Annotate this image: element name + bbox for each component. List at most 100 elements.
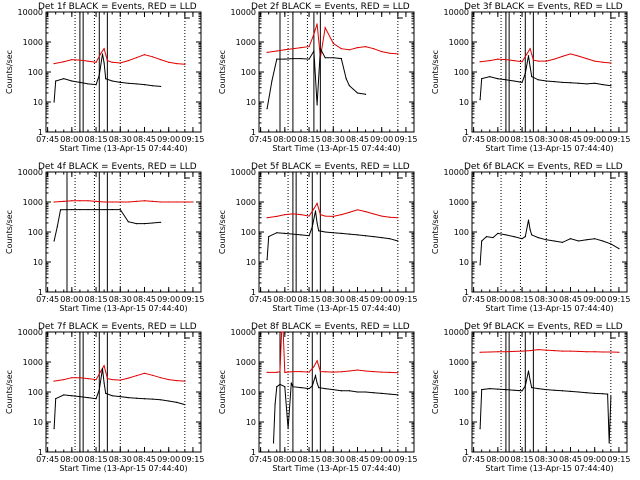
lld-point: [532, 59, 534, 61]
lld-point: [529, 48, 531, 50]
lld-series-line: [54, 364, 185, 382]
x-tick-label: 07:45: [249, 135, 272, 144]
lld-point: [282, 331, 284, 333]
events-point: [594, 392, 596, 394]
events-point: [316, 222, 318, 224]
events-point: [271, 80, 273, 82]
events-point: [268, 236, 270, 238]
lld-point: [324, 371, 326, 373]
y-tick-label: 1: [251, 288, 256, 297]
lld-point: [160, 201, 162, 203]
y-tick-label: 1: [251, 448, 256, 457]
x-tick-label: 08:30: [322, 455, 345, 464]
events-point: [521, 81, 523, 84]
events-point: [272, 442, 275, 444]
events-point: [324, 57, 326, 59]
events-point: [292, 233, 294, 235]
lld-point: [284, 49, 286, 51]
events-point: [594, 82, 596, 84]
lld-point: [505, 351, 507, 353]
events-point: [95, 208, 97, 211]
lld-point: [397, 372, 399, 374]
lld-point: [610, 351, 612, 353]
events-point: [311, 385, 313, 387]
plot-frame: [258, 11, 415, 133]
events-point: [101, 53, 104, 55]
events-point: [59, 209, 62, 211]
lld-point: [95, 61, 97, 63]
events-point: [610, 85, 612, 87]
events-point: [284, 386, 286, 388]
lld-point: [356, 47, 359, 49]
lld-point: [513, 350, 515, 353]
x-tick-label: 08:30: [109, 295, 132, 304]
lld-point: [95, 200, 97, 202]
x-tick-label: 09:00: [157, 135, 180, 144]
events-point: [608, 442, 610, 444]
y-axis-label: Counts/sec: [5, 370, 14, 414]
lld-point: [87, 200, 89, 202]
lld-point: [364, 46, 367, 48]
events-point: [276, 232, 278, 234]
events-series-line: [266, 46, 366, 109]
events-point: [276, 386, 278, 388]
events-point: [324, 231, 326, 233]
lld-point: [103, 48, 105, 50]
events-point: [111, 395, 113, 397]
x-tick-label: 08:00: [273, 455, 296, 464]
y-axis-label: Counts/sec: [218, 50, 227, 94]
events-point: [524, 385, 526, 387]
x-tick-label: 08:15: [298, 295, 321, 304]
lld-point: [340, 214, 342, 216]
events-series-line: [479, 370, 612, 444]
x-tick-label: 08:15: [85, 135, 108, 144]
events-point: [279, 383, 281, 385]
events-point: [497, 388, 499, 390]
events-point: [497, 78, 499, 80]
events-point: [160, 221, 162, 223]
events-point: [63, 78, 65, 80]
events-point: [529, 379, 531, 381]
lld-point: [313, 366, 315, 368]
events-point: [119, 81, 121, 84]
lld-point: [168, 378, 170, 381]
lld-point: [364, 370, 367, 372]
panel-title: Det 5f BLACK = Events, RED = LLD: [251, 162, 410, 172]
lld-point: [332, 371, 334, 373]
panel-det-7: Det 7f BLACK = Events, RED = LLD 1 10 100 10…: [5, 322, 204, 473]
y-tick-label: 10000: [18, 168, 43, 177]
lld-point: [316, 23, 318, 25]
lld-point: [308, 371, 310, 373]
events-point: [505, 79, 507, 81]
corner-marker: [610, 172, 616, 179]
corner-marker: [610, 332, 616, 339]
events-point: [143, 223, 146, 225]
events-point: [381, 392, 383, 394]
lld-point: [381, 215, 383, 217]
corner-marker: [397, 332, 403, 339]
lld-point: [151, 200, 154, 202]
events-point: [505, 389, 507, 391]
panel-title: Det 3f BLACK = Events, RED = LLD: [464, 2, 623, 12]
x-axis-label: Start Time (13-Apr-15 07:44:40): [59, 304, 187, 313]
events-point: [119, 396, 121, 398]
y-axis-label: Counts/sec: [431, 370, 440, 414]
panel-det-8: Det 8f BLACK = Events, RED = LLD 1 10 100 10…: [218, 322, 417, 473]
lld-point: [561, 55, 564, 58]
y-tick-label: 1000: [23, 358, 43, 367]
events-point: [356, 92, 359, 94]
y-tick-label: 10: [246, 418, 256, 427]
y-tick-label: 1000: [23, 38, 43, 47]
y-tick-label: 100: [454, 388, 469, 397]
events-point: [602, 84, 604, 86]
lld-point: [106, 59, 108, 62]
x-tick-label: 08:30: [109, 455, 132, 464]
events-point: [553, 389, 555, 391]
events-point: [160, 85, 162, 88]
events-point: [492, 237, 494, 239]
x-tick-label: 08:45: [133, 295, 156, 304]
y-tick-label: 1000: [449, 358, 469, 367]
events-point: [168, 400, 170, 402]
events-point: [513, 389, 515, 391]
plot-frame: [45, 171, 202, 293]
